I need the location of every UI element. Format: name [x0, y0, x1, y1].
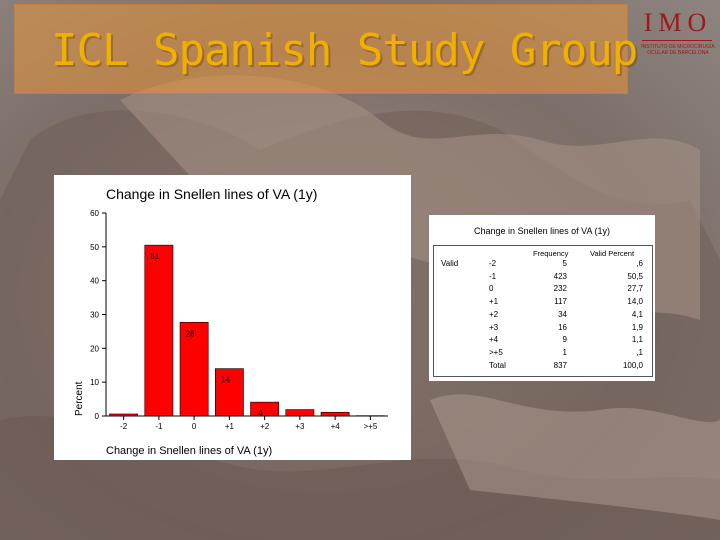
row-valid-percent: 100,0	[622, 360, 643, 370]
column-header-valid-percent: Valid Percent	[590, 249, 635, 258]
chart-title: Change in Snellen lines of VA (1y)	[106, 186, 317, 202]
x-tick-label: >+5	[363, 422, 377, 431]
bar-data-label: 28	[186, 329, 195, 338]
logo-name: IMO	[643, 8, 713, 37]
row-valid-percent: 14,0	[627, 297, 643, 307]
row-label: +2	[489, 309, 499, 319]
row-frequency: 837	[553, 360, 567, 370]
table-row: Total 837 100,0	[429, 361, 655, 371]
table-group-label: Valid	[441, 259, 459, 268]
x-tick-label: -1	[155, 422, 163, 431]
table-row: -2 5 ,6	[429, 259, 655, 269]
x-tick-label: +1	[225, 422, 235, 431]
table-row: +3 16 1,9	[429, 323, 655, 333]
table-row: >+5 1 ,1	[429, 348, 655, 358]
bar-data-label: 14	[221, 376, 230, 385]
row-valid-percent: 1,1	[631, 335, 643, 345]
x-tick-label: +2	[260, 422, 270, 431]
chart-ylabel: Percent	[74, 381, 85, 416]
bar-7	[320, 411, 350, 417]
row-valid-percent: ,1	[636, 347, 643, 357]
bar-4	[214, 368, 244, 417]
y-tick-label: 0	[95, 412, 100, 421]
row-frequency: 232	[553, 284, 567, 294]
row-label: >+5	[489, 347, 503, 357]
frequency-table-panel: Change in Snellen lines of VA (1y) Frequ…	[429, 215, 655, 381]
chart-xlabel: Change in Snellen lines of VA (1y)	[106, 445, 272, 457]
bar-chart-panel: Change in Snellen lines of VA (1y) Perce…	[54, 175, 411, 460]
table-row: +2 34 4,1	[429, 310, 655, 320]
row-frequency: 34	[558, 309, 567, 319]
y-tick-label: 40	[90, 277, 99, 286]
row-label: -1	[489, 271, 497, 281]
row-label: Total	[489, 360, 506, 370]
row-frequency: 5	[562, 259, 567, 268]
row-valid-percent: ,6	[636, 259, 643, 268]
logo-subtitle: INSTITUTO DE MICROCIRUGÍA OCULAR DE BARC…	[641, 44, 715, 56]
row-frequency: 423	[553, 271, 567, 281]
slide-title: ICL Spanish Study Group	[51, 25, 638, 76]
row-valid-percent: 1,9	[631, 322, 643, 332]
column-header-frequency: Frequency	[533, 249, 569, 258]
y-tick-label: 20	[90, 344, 99, 353]
y-tick-label: 10	[90, 378, 99, 387]
table-row: -1 423 50,5	[429, 272, 655, 282]
row-frequency: 9	[562, 335, 567, 345]
row-label: +3	[489, 322, 499, 332]
bar-6	[285, 409, 315, 417]
row-label: +4	[489, 335, 499, 345]
x-tick-label: +3	[295, 422, 305, 431]
x-tick-label: -2	[120, 422, 128, 431]
y-tick-label: 30	[90, 311, 99, 320]
bar-5	[250, 401, 280, 417]
row-frequency: 117	[554, 297, 567, 307]
x-tick-label: +4	[331, 422, 341, 431]
table-title: Change in Snellen lines of VA (1y)	[474, 226, 610, 236]
chart-bars: 51 28 14 4	[109, 244, 385, 418]
row-valid-percent: 50,5	[627, 271, 643, 281]
row-frequency: 1	[562, 347, 567, 357]
table-row: 0 232 27,7	[429, 284, 655, 294]
bar-data-label: 4	[258, 409, 263, 418]
row-frequency: 16	[558, 322, 567, 332]
row-label: +1	[489, 297, 499, 307]
row-valid-percent: 4,1	[631, 309, 643, 319]
bar-3	[179, 321, 209, 417]
y-tick-label: 60	[90, 209, 99, 218]
bar-1	[109, 413, 139, 417]
bar-2	[144, 244, 174, 417]
table-frame	[433, 245, 653, 377]
row-valid-percent: 27,7	[627, 284, 643, 294]
y-tick-label: 50	[90, 243, 99, 252]
bar-chart: Change in Snellen lines of VA (1y) Perce…	[74, 186, 388, 457]
row-label: 0	[489, 284, 494, 294]
x-tick-label: 0	[192, 422, 197, 431]
chart-axes: 0 10 20 30 40 50 60 -2 -1 0 +1 +2 +3 +4 >+5	[90, 209, 388, 431]
bar-data-label: 51	[150, 252, 159, 261]
logo-divider	[642, 40, 712, 41]
table-row: +1 117 14,0	[429, 297, 655, 307]
title-banner: ICL Spanish Study Group	[14, 4, 638, 94]
table-row: +4 9 1,1	[429, 335, 655, 345]
row-label: -2	[489, 259, 497, 268]
imo-logo: IMO INSTITUTO DE MICROCIRUGÍA OCULAR DE …	[636, 4, 718, 60]
